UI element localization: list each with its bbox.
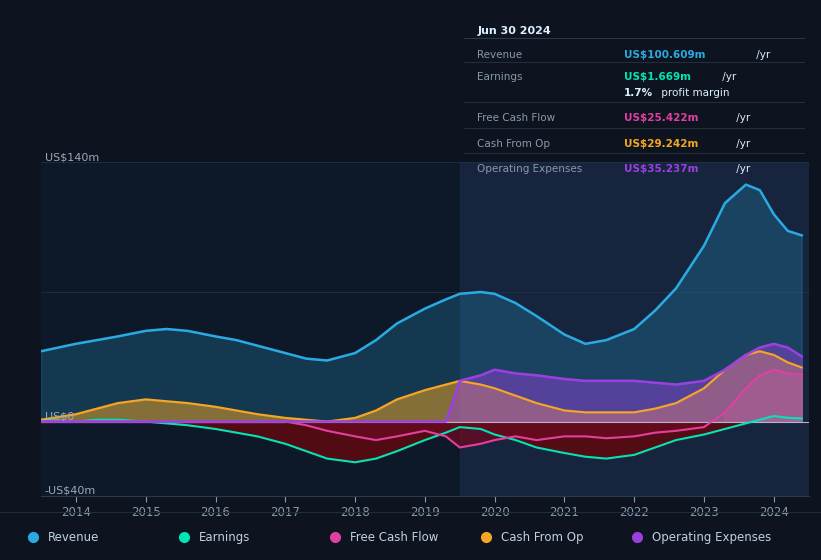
- Text: Free Cash Flow: Free Cash Flow: [350, 531, 438, 544]
- Text: US$0: US$0: [44, 412, 74, 422]
- Text: US$1.669m: US$1.669m: [624, 72, 691, 82]
- Text: Cash From Op: Cash From Op: [478, 139, 551, 149]
- Text: US$35.237m: US$35.237m: [624, 165, 699, 174]
- Text: /yr: /yr: [733, 165, 750, 174]
- Text: US$25.422m: US$25.422m: [624, 113, 699, 123]
- Text: US$29.242m: US$29.242m: [624, 139, 699, 149]
- Bar: [460, 162, 809, 496]
- Text: /yr: /yr: [754, 49, 771, 59]
- Text: Cash From Op: Cash From Op: [501, 531, 583, 544]
- Text: Free Cash Flow: Free Cash Flow: [478, 113, 556, 123]
- Text: profit margin: profit margin: [658, 88, 730, 98]
- Text: Revenue: Revenue: [48, 531, 99, 544]
- Text: Operating Expenses: Operating Expenses: [478, 165, 583, 174]
- Text: -US$40m: -US$40m: [44, 486, 96, 496]
- Text: Jun 30 2024: Jun 30 2024: [478, 26, 551, 36]
- Text: Revenue: Revenue: [478, 49, 523, 59]
- Text: 1.7%: 1.7%: [624, 88, 654, 98]
- Text: US$140m: US$140m: [44, 152, 99, 162]
- Text: /yr: /yr: [733, 113, 750, 123]
- Text: /yr: /yr: [719, 72, 736, 82]
- Text: /yr: /yr: [733, 139, 750, 149]
- Text: Earnings: Earnings: [478, 72, 523, 82]
- Text: Operating Expenses: Operating Expenses: [652, 531, 771, 544]
- Text: Earnings: Earnings: [199, 531, 250, 544]
- Text: US$100.609m: US$100.609m: [624, 49, 705, 59]
